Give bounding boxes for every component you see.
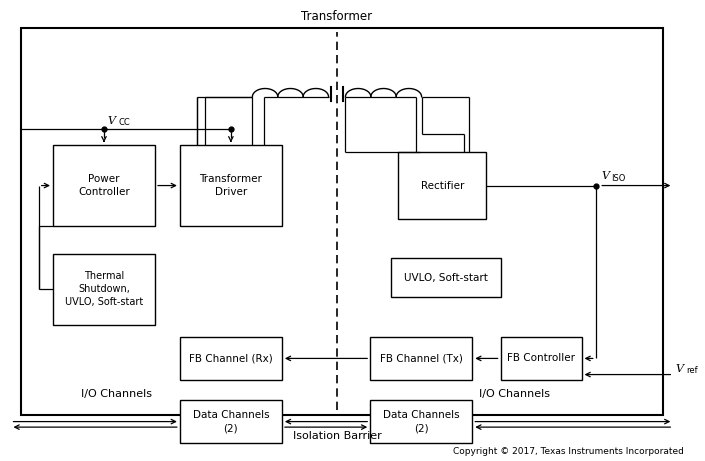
Bar xyxy=(370,337,472,380)
Text: V: V xyxy=(601,171,609,181)
Text: Thermal
Shutdown,
UVLO, Soft-start: Thermal Shutdown, UVLO, Soft-start xyxy=(65,271,143,307)
Bar xyxy=(398,152,486,219)
Text: Isolation Barrier: Isolation Barrier xyxy=(293,431,381,441)
Text: Copyright © 2017, Texas Instruments Incorporated: Copyright © 2017, Texas Instruments Inco… xyxy=(453,447,684,456)
Bar xyxy=(180,400,282,443)
Text: Data Channels
(2): Data Channels (2) xyxy=(383,410,460,433)
Bar xyxy=(180,337,282,380)
Text: FB Controller: FB Controller xyxy=(507,354,575,363)
Text: Transformer
Driver: Transformer Driver xyxy=(200,174,262,197)
Text: CC: CC xyxy=(118,118,130,127)
Bar xyxy=(21,28,663,415)
Text: I/O Channels: I/O Channels xyxy=(81,389,152,399)
Bar xyxy=(180,145,282,226)
Bar xyxy=(53,254,155,325)
Text: Power
Controller: Power Controller xyxy=(78,174,130,197)
Text: I/O Channels: I/O Channels xyxy=(479,389,550,399)
Text: V: V xyxy=(675,364,683,374)
Bar xyxy=(501,337,582,380)
Text: UVLO, Soft-start: UVLO, Soft-start xyxy=(404,273,488,283)
Bar xyxy=(53,145,155,226)
Bar xyxy=(391,258,501,297)
Text: Rectifier: Rectifier xyxy=(421,181,464,190)
Text: ISO: ISO xyxy=(611,174,625,183)
Bar xyxy=(370,400,472,443)
Text: FB Channel (Rx): FB Channel (Rx) xyxy=(189,354,273,363)
Text: Transformer: Transformer xyxy=(302,10,372,23)
Text: FB Channel (Tx): FB Channel (Tx) xyxy=(380,354,462,363)
Text: ref: ref xyxy=(686,366,697,375)
Text: Data Channels
(2): Data Channels (2) xyxy=(192,410,269,433)
Text: V: V xyxy=(108,116,116,126)
